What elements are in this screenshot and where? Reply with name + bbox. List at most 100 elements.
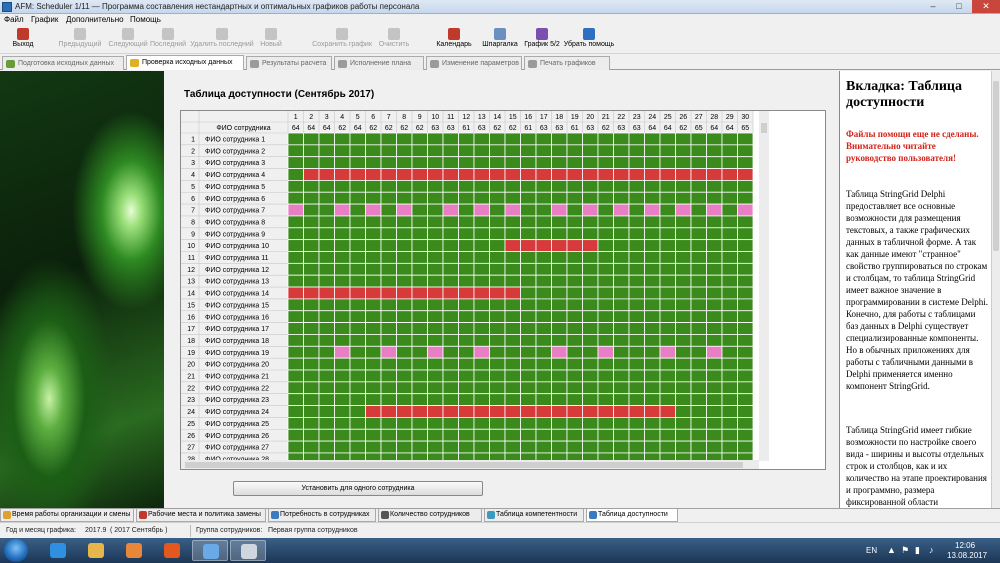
availability-cell-available[interactable] xyxy=(644,440,661,454)
availability-cell-available[interactable] xyxy=(737,239,754,252)
availability-cell-available[interactable] xyxy=(349,310,366,324)
availability-cell-available[interactable] xyxy=(303,156,320,169)
menu-schedule[interactable]: График xyxy=(31,15,59,24)
availability-cell-available[interactable] xyxy=(334,310,351,324)
taskbar-scheduler-window-button[interactable] xyxy=(230,540,266,561)
availability-cell-available[interactable] xyxy=(473,322,490,335)
availability-cell-available[interactable] xyxy=(675,286,692,300)
availability-cell-available[interactable] xyxy=(504,298,521,312)
availability-cell-available[interactable] xyxy=(318,298,335,312)
availability-cell-available[interactable] xyxy=(535,334,552,347)
availability-cell-available[interactable] xyxy=(721,298,738,312)
availability-cell-available[interactable] xyxy=(365,156,382,169)
availability-cell-available[interactable] xyxy=(365,251,382,264)
availability-cell-available[interactable] xyxy=(597,180,614,193)
очистить-button[interactable]: Очистить xyxy=(376,27,412,53)
availability-cell-available[interactable] xyxy=(597,215,614,229)
availability-cell-available[interactable] xyxy=(613,239,630,252)
taskbar-scheduler-app-button[interactable] xyxy=(192,540,228,561)
availability-cell-available[interactable] xyxy=(411,132,428,146)
availability-cell-available[interactable] xyxy=(628,274,645,288)
availability-cell-available[interactable] xyxy=(458,322,475,335)
availability-cell-available[interactable] xyxy=(597,334,614,347)
availability-cell-available[interactable] xyxy=(628,369,645,383)
availability-cell-available[interactable] xyxy=(473,428,490,442)
availability-cell-available[interactable] xyxy=(721,428,738,442)
availability-cell-available[interactable] xyxy=(535,357,552,371)
availability-cell-available[interactable] xyxy=(411,357,428,371)
availability-cell-available[interactable] xyxy=(737,393,754,406)
availability-cell-available[interactable] xyxy=(349,322,366,335)
availability-cell-available[interactable] xyxy=(411,239,428,252)
availability-cell-available[interactable] xyxy=(411,428,428,442)
availability-grid[interactable]: 1 64 2 64 3 64 4 62 5 64 6 62 7 62 8 62 9 62 10 63 11 63 12 61 1… xyxy=(180,110,826,470)
availability-cell-available[interactable] xyxy=(318,144,335,158)
availability-cell-available[interactable] xyxy=(365,416,382,430)
availability-cell-partial[interactable] xyxy=(659,345,676,359)
availability-cell-available[interactable] xyxy=(597,416,614,430)
availability-cell-unavailable[interactable] xyxy=(318,168,335,181)
availability-cell-available[interactable] xyxy=(411,440,428,454)
availability-cell-available[interactable] xyxy=(737,345,754,359)
availability-cell-available[interactable] xyxy=(458,357,475,371)
availability-cell-available[interactable] xyxy=(442,144,459,158)
availability-cell-available[interactable] xyxy=(411,274,428,288)
availability-cell-partial[interactable] xyxy=(644,203,661,217)
availability-cell-available[interactable] xyxy=(442,393,459,406)
availability-cell-available[interactable] xyxy=(737,156,754,169)
availability-cell-available[interactable] xyxy=(675,156,692,169)
availability-cell-available[interactable] xyxy=(473,251,490,264)
availability-cell-available[interactable] xyxy=(706,144,723,158)
availability-cell-available[interactable] xyxy=(644,191,661,205)
availability-cell-available[interactable] xyxy=(597,322,614,335)
availability-cell-available[interactable] xyxy=(349,180,366,193)
availability-cell-available[interactable] xyxy=(349,381,366,395)
availability-cell-available[interactable] xyxy=(334,405,351,418)
availability-cell-available[interactable] xyxy=(551,357,568,371)
availability-cell-available[interactable] xyxy=(473,239,490,252)
availability-cell-available[interactable] xyxy=(489,416,506,430)
availability-cell-partial[interactable] xyxy=(706,203,723,217)
availability-cell-available[interactable] xyxy=(613,274,630,288)
availability-cell-available[interactable] xyxy=(597,156,614,169)
availability-cell-available[interactable] xyxy=(675,322,692,335)
availability-cell-available[interactable] xyxy=(396,428,413,442)
availability-cell-available[interactable] xyxy=(365,393,382,406)
availability-cell-available[interactable] xyxy=(520,440,537,454)
availability-cell-available[interactable] xyxy=(334,251,351,264)
availability-cell-partial[interactable] xyxy=(334,203,351,217)
availability-cell-available[interactable] xyxy=(566,191,583,205)
availability-cell-unavailable[interactable] xyxy=(396,286,413,300)
availability-cell-available[interactable] xyxy=(287,357,304,371)
availability-cell-available[interactable] xyxy=(318,180,335,193)
availability-cell-available[interactable] xyxy=(690,393,707,406)
clock-date[interactable]: 13.08.2017 xyxy=(947,551,988,560)
availability-cell-available[interactable] xyxy=(628,144,645,158)
availability-cell-available[interactable] xyxy=(613,369,630,383)
menu-extra[interactable]: Дополнительно xyxy=(66,15,124,24)
language-indicator[interactable]: EN xyxy=(866,546,878,555)
availability-cell-unavailable[interactable] xyxy=(597,405,614,418)
close-button[interactable]: ✕ xyxy=(972,0,1000,13)
availability-cell-available[interactable] xyxy=(303,357,320,371)
availability-cell-available[interactable] xyxy=(582,416,599,430)
availability-cell-available[interactable] xyxy=(582,369,599,383)
availability-cell-available[interactable] xyxy=(318,251,335,264)
availability-cell-available[interactable] xyxy=(411,345,428,359)
availability-cell-available[interactable] xyxy=(504,251,521,264)
availability-cell-available[interactable] xyxy=(644,144,661,158)
availability-cell-available[interactable] xyxy=(318,405,335,418)
availability-cell-available[interactable] xyxy=(287,440,304,454)
availability-cell-available[interactable] xyxy=(721,180,738,193)
availability-cell-available[interactable] xyxy=(737,274,754,288)
availability-cell-available[interactable] xyxy=(613,227,630,241)
availability-cell-unavailable[interactable] xyxy=(318,286,335,300)
availability-cell-available[interactable] xyxy=(349,191,366,205)
availability-cell-available[interactable] xyxy=(535,345,552,359)
availability-cell-available[interactable] xyxy=(520,286,537,300)
availability-cell-available[interactable] xyxy=(349,393,366,406)
availability-cell-available[interactable] xyxy=(473,334,490,347)
availability-cell-available[interactable] xyxy=(628,286,645,300)
availability-cell-available[interactable] xyxy=(489,381,506,395)
availability-cell-available[interactable] xyxy=(566,227,583,241)
